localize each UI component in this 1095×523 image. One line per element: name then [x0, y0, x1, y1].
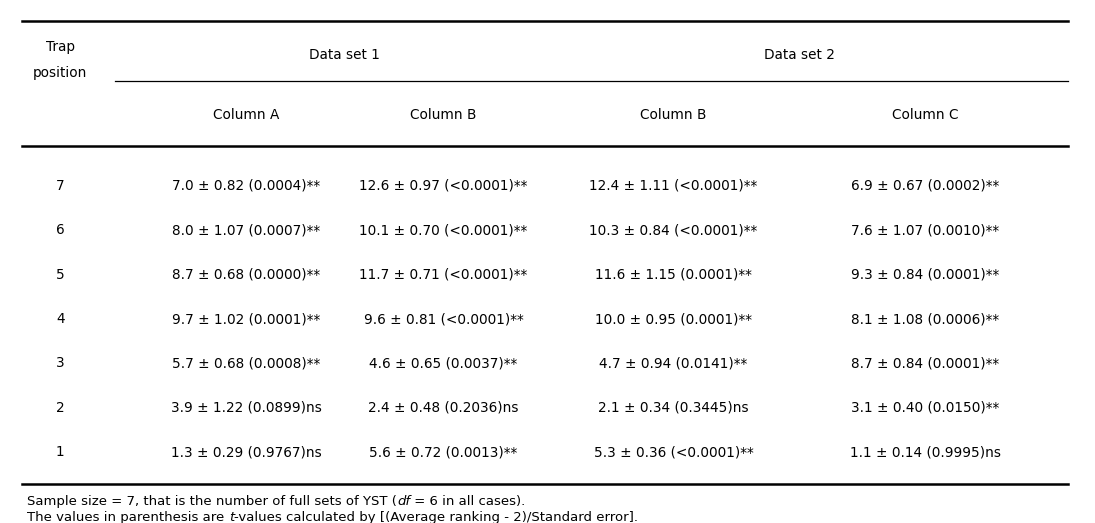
- Text: 1.3 ± 0.29 (0.9767)ns: 1.3 ± 0.29 (0.9767)ns: [171, 446, 322, 459]
- Text: 10.1 ± 0.70 (<0.0001)**: 10.1 ± 0.70 (<0.0001)**: [359, 223, 528, 237]
- Text: Trap: Trap: [46, 40, 74, 54]
- Text: t: t: [229, 511, 234, 523]
- Text: 8.7 ± 0.84 (0.0001)**: 8.7 ± 0.84 (0.0001)**: [851, 357, 1000, 370]
- Text: 8.0 ± 1.07 (0.0007)**: 8.0 ± 1.07 (0.0007)**: [172, 223, 321, 237]
- Text: Sample size = 7, that is the number of full sets of YST (: Sample size = 7, that is the number of f…: [27, 495, 397, 507]
- Text: 11.7 ± 0.71 (<0.0001)**: 11.7 ± 0.71 (<0.0001)**: [359, 268, 528, 281]
- Text: 8.7 ± 0.68 (0.0000)**: 8.7 ± 0.68 (0.0000)**: [172, 268, 321, 281]
- Text: 6: 6: [56, 223, 65, 237]
- Text: 3.1 ± 0.40 (0.0150)**: 3.1 ± 0.40 (0.0150)**: [851, 401, 1000, 415]
- Text: 10.0 ± 0.95 (0.0001)**: 10.0 ± 0.95 (0.0001)**: [595, 312, 752, 326]
- Text: 7.6 ± 1.07 (0.0010)**: 7.6 ± 1.07 (0.0010)**: [851, 223, 1000, 237]
- Text: Column B: Column B: [641, 108, 706, 122]
- Text: 8.1 ± 1.08 (0.0006)**: 8.1 ± 1.08 (0.0006)**: [851, 312, 1000, 326]
- Text: 1: 1: [56, 446, 65, 459]
- Text: The values in parenthesis are: The values in parenthesis are: [27, 511, 229, 523]
- Text: 5.6 ± 0.72 (0.0013)**: 5.6 ± 0.72 (0.0013)**: [369, 446, 518, 459]
- Text: 12.4 ± 1.11 (<0.0001)**: 12.4 ± 1.11 (<0.0001)**: [589, 179, 758, 192]
- Text: df: df: [397, 495, 411, 507]
- Text: 10.3 ± 0.84 (<0.0001)**: 10.3 ± 0.84 (<0.0001)**: [589, 223, 758, 237]
- Text: 5.3 ± 0.36 (<0.0001)**: 5.3 ± 0.36 (<0.0001)**: [593, 446, 753, 459]
- Text: 4.7 ± 0.94 (0.0141)**: 4.7 ± 0.94 (0.0141)**: [599, 357, 748, 370]
- Text: 9.3 ± 0.84 (0.0001)**: 9.3 ± 0.84 (0.0001)**: [851, 268, 1000, 281]
- Text: 9.7 ± 1.02 (0.0001)**: 9.7 ± 1.02 (0.0001)**: [172, 312, 321, 326]
- Text: Data set 2: Data set 2: [764, 48, 834, 62]
- Text: Data set 1: Data set 1: [310, 48, 380, 62]
- Text: 5.7 ± 0.68 (0.0008)**: 5.7 ± 0.68 (0.0008)**: [172, 357, 321, 370]
- Text: Column C: Column C: [892, 108, 958, 122]
- Text: 2.4 ± 0.48 (0.2036)ns: 2.4 ± 0.48 (0.2036)ns: [368, 401, 519, 415]
- Text: Column B: Column B: [411, 108, 476, 122]
- Text: 4: 4: [56, 312, 65, 326]
- Text: 2.1 ± 0.34 (0.3445)ns: 2.1 ± 0.34 (0.3445)ns: [598, 401, 749, 415]
- Text: 5: 5: [56, 268, 65, 281]
- Text: 3.9 ± 1.22 (0.0899)ns: 3.9 ± 1.22 (0.0899)ns: [171, 401, 322, 415]
- Text: position: position: [33, 66, 88, 80]
- Text: 12.6 ± 0.97 (<0.0001)**: 12.6 ± 0.97 (<0.0001)**: [359, 179, 528, 192]
- Text: 7: 7: [56, 179, 65, 192]
- Text: 2: 2: [56, 401, 65, 415]
- Text: 4.6 ± 0.65 (0.0037)**: 4.6 ± 0.65 (0.0037)**: [369, 357, 518, 370]
- Text: 7.0 ± 0.82 (0.0004)**: 7.0 ± 0.82 (0.0004)**: [172, 179, 321, 192]
- Text: -values calculated by [(Average ranking - 2)/Standard error].: -values calculated by [(Average ranking …: [234, 511, 638, 523]
- Text: Column A: Column A: [214, 108, 279, 122]
- Text: 11.6 ± 1.15 (0.0001)**: 11.6 ± 1.15 (0.0001)**: [595, 268, 752, 281]
- Text: 6.9 ± 0.67 (0.0002)**: 6.9 ± 0.67 (0.0002)**: [851, 179, 1000, 192]
- Text: 9.6 ± 0.81 (<0.0001)**: 9.6 ± 0.81 (<0.0001)**: [364, 312, 523, 326]
- Text: 3: 3: [56, 357, 65, 370]
- Text: 1.1 ± 0.14 (0.9995)ns: 1.1 ± 0.14 (0.9995)ns: [850, 446, 1001, 459]
- Text: = 6 in all cases).: = 6 in all cases).: [411, 495, 526, 507]
